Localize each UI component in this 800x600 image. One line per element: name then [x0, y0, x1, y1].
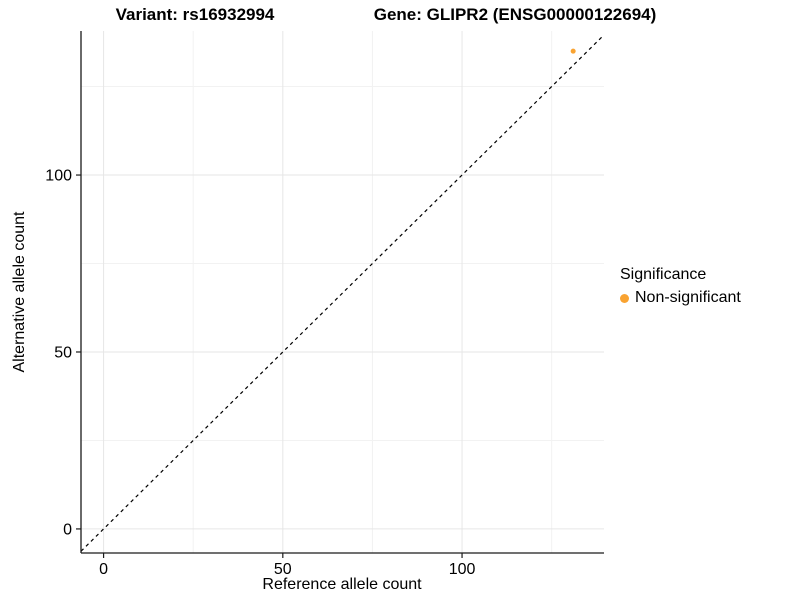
- y-tick-label: 50: [54, 344, 72, 361]
- y-tick-label: 100: [45, 168, 72, 185]
- identity-line: [80, 34, 605, 552]
- x-tick-label: 0: [99, 561, 108, 578]
- variant-title: Variant: rs16932994: [115, 5, 275, 24]
- legend-title: Significance: [620, 266, 707, 283]
- x-axis-title: Reference allele count: [262, 576, 422, 593]
- x-tick-label: 100: [449, 561, 476, 578]
- legend-item: Non-significant: [620, 289, 741, 307]
- x-tick-label: 50: [274, 561, 292, 578]
- legend-item-label: Non-significant: [635, 289, 741, 306]
- legend-point-icon: [620, 293, 629, 303]
- y-tick-label: 0: [63, 521, 72, 538]
- data-point: [570, 48, 576, 54]
- y-axis-title: Alternative allele count: [11, 211, 28, 373]
- gene-title: Gene: GLIPR2 (ENSG00000122694): [373, 5, 657, 24]
- legend: Significance Non-significant: [620, 266, 741, 307]
